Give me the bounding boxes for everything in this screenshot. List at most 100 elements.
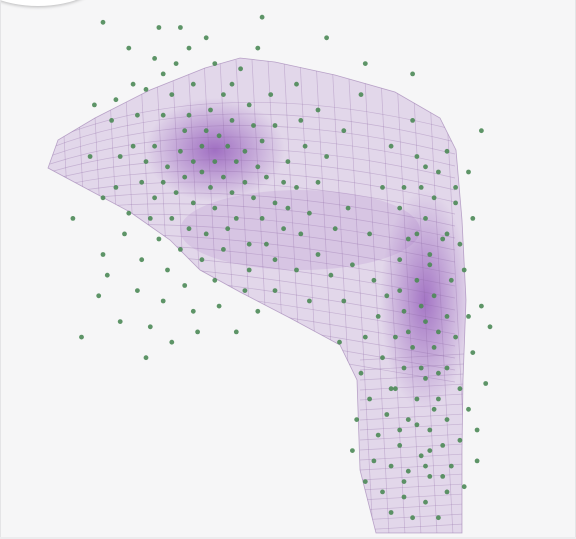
mesh-line-horizontal [49, 136, 456, 167]
scatter-point [405, 468, 411, 474]
scatter-point [427, 448, 433, 453]
scatter-point [87, 154, 93, 159]
density-peak-right-column [380, 190, 466, 410]
scatter-point [393, 386, 398, 392]
scatter-point [384, 412, 390, 417]
scatter-point [453, 334, 458, 340]
scatter-point [272, 257, 278, 263]
scatter-point [315, 179, 321, 185]
scatter-point [466, 169, 471, 175]
scatter-point [160, 179, 166, 185]
scatter-point [233, 159, 239, 165]
scatter-point [337, 339, 342, 345]
scatter-point [259, 138, 265, 144]
scatter-point [246, 267, 252, 273]
scatter-point [117, 154, 123, 159]
scatter-point [216, 133, 222, 139]
scatter-point [208, 107, 213, 113]
scatter-point [401, 365, 407, 371]
scatter-point [285, 205, 291, 211]
scatter-point [255, 45, 261, 51]
scatter-point [427, 252, 433, 257]
scatter-point [466, 314, 471, 319]
scatter-point [436, 329, 441, 335]
scatter-point [238, 66, 244, 72]
scatter-point [100, 252, 106, 257]
scatter-point [147, 324, 153, 330]
scatter-point [169, 216, 175, 221]
scatter-point [315, 252, 321, 257]
scatter-point [182, 174, 188, 180]
scatter-point [117, 319, 123, 324]
scatter-point [190, 200, 196, 206]
scatter-point [135, 288, 140, 293]
scatter-point [104, 272, 110, 278]
scatter-point [212, 205, 218, 211]
scatter-point [414, 396, 420, 402]
scatter-point [405, 329, 411, 335]
scatter-point [152, 195, 158, 201]
scatter-point [444, 148, 450, 154]
scatter-point [354, 417, 360, 422]
scatter-point [341, 128, 347, 134]
scatter-point [195, 329, 201, 335]
scatter-point [427, 427, 433, 433]
scatter-point [448, 277, 454, 283]
scatter-point [401, 308, 407, 314]
mesh-line-column [359, 403, 465, 411]
mesh-line-horizontal [49, 170, 456, 203]
scatter-point [242, 148, 248, 154]
scatter-point [457, 386, 463, 392]
scatter-point [229, 81, 235, 87]
scatter-point [487, 324, 493, 330]
scatter-point [264, 241, 269, 247]
scatter-point [229, 118, 235, 123]
scatter-point [466, 406, 471, 412]
scatter-point [431, 293, 437, 299]
scatter-point [126, 45, 132, 51]
scatter-point [294, 267, 299, 273]
scatter-point [350, 262, 355, 268]
mesh-line-column [359, 443, 465, 451]
scatter-point [418, 185, 424, 190]
scatter-point [315, 107, 321, 113]
scatter-point [470, 216, 476, 221]
scatter-point [307, 210, 312, 216]
scatter-point [474, 458, 480, 464]
scatter-point [401, 494, 407, 500]
mesh-line-column [359, 493, 465, 501]
scatter-point [229, 190, 235, 196]
scatter-point [255, 164, 261, 170]
scatter-point [294, 81, 299, 87]
scatter-point [380, 355, 385, 361]
scatter-points [70, 14, 493, 521]
mesh-line-horizontal [49, 181, 456, 215]
scatter-point [362, 61, 368, 66]
scatter-point [221, 247, 226, 252]
mesh-line-vertical [347, 59, 374, 533]
mesh-line-horizontal [49, 125, 456, 157]
scatter-point [341, 298, 347, 304]
mesh-line-column [359, 393, 465, 401]
scatter-point [100, 195, 106, 201]
scatter-point [431, 345, 437, 350]
scatter-point [122, 231, 127, 237]
scatter-point [397, 288, 403, 293]
scatter-point [156, 236, 162, 242]
scatter-point [405, 236, 411, 242]
density-ridge-middle [180, 190, 420, 270]
scatter-point [423, 216, 428, 221]
mesh-line-column [359, 453, 465, 461]
scatter-point [225, 143, 231, 149]
scatter-point [483, 381, 489, 386]
scatter-point [436, 370, 441, 376]
mesh-line-column [359, 483, 465, 491]
scatter-point [414, 277, 420, 283]
scatter-point [393, 334, 398, 340]
scatter-point [212, 159, 218, 165]
scatter-point [109, 118, 114, 123]
scatter-point [436, 396, 441, 402]
scatter-point [212, 277, 218, 283]
scatter-point [199, 257, 205, 263]
